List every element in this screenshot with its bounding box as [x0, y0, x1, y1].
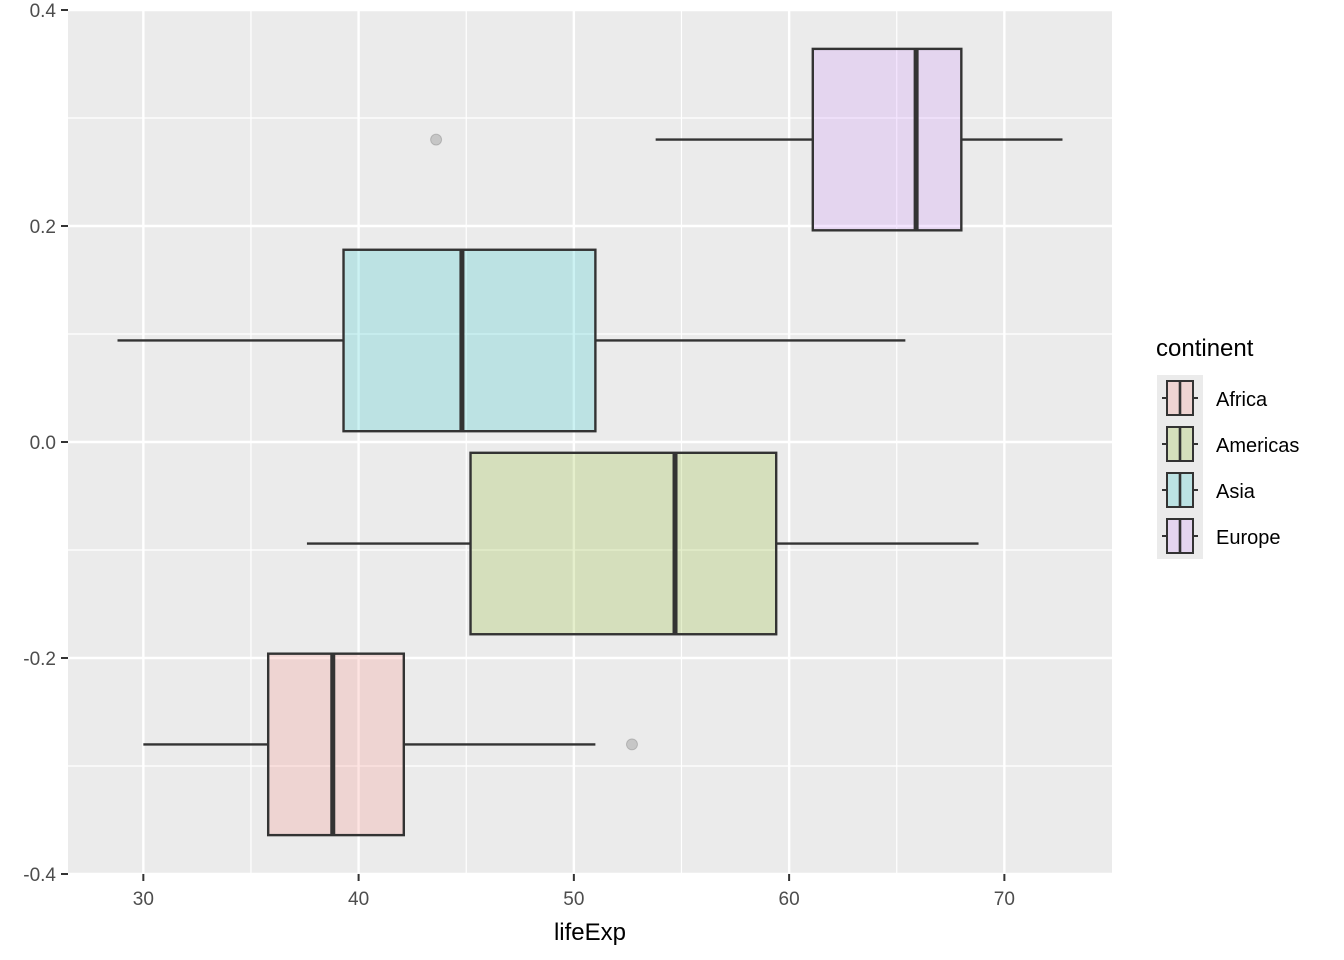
iqr-box [342, 248, 597, 433]
legend-label: Europe [1216, 527, 1281, 549]
y-tick-label: 0.4 [30, 1, 57, 22]
boxes [117, 47, 1063, 837]
legend-label: Asia [1216, 481, 1256, 503]
legend: Africa Americas Asia Europe [1157, 375, 1299, 559]
y-tick-label: -0.4 [23, 865, 56, 886]
legend-item-americas: Americas [1157, 421, 1299, 467]
y-axis: -0.4 -0.2 0.0 0.2 0.4 [23, 1, 68, 886]
x-axis: 30 40 50 60 70 [133, 874, 1015, 910]
box-africa [143, 652, 638, 837]
legend-label: Africa [1216, 389, 1268, 411]
x-tick-label: 30 [133, 889, 154, 910]
x-tick-label: 50 [563, 889, 584, 910]
legend-item-europe: Europe [1157, 513, 1281, 559]
x-axis-title: lifeExp [554, 919, 626, 946]
box-europe [430, 47, 1063, 232]
y-tick-label: 0.0 [30, 433, 56, 454]
iqr-box [469, 451, 778, 636]
box-americas [306, 451, 979, 636]
legend-label: Americas [1216, 435, 1299, 457]
y-tick-label: -0.2 [23, 649, 56, 670]
iqr-box [811, 47, 963, 232]
outlier-point [430, 133, 443, 146]
x-tick-label: 60 [779, 889, 800, 910]
iqr-box [266, 652, 406, 837]
grid-major [68, 8, 1112, 876]
x-tick-label: 70 [994, 889, 1015, 910]
box-asia [117, 248, 906, 433]
legend-title: continent [1156, 335, 1254, 362]
legend-item-africa: Africa [1157, 375, 1268, 421]
x-tick-label: 40 [348, 889, 369, 910]
legend-item-asia: Asia [1157, 467, 1256, 513]
y-tick-label: 0.2 [30, 217, 56, 238]
outlier-point [625, 738, 638, 751]
